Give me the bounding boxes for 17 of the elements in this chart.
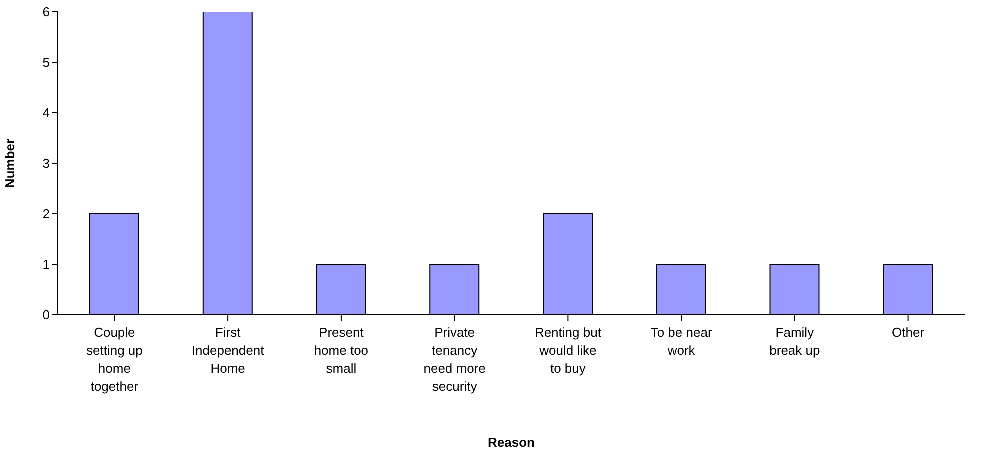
y-tick-label: 5 <box>42 55 50 70</box>
x-tick-label: To be near work <box>650 325 713 358</box>
x-axis-title: Reason <box>488 435 536 450</box>
y-tick-label: 3 <box>42 156 50 172</box>
x-tick-label: Private tenancy need more security <box>424 325 486 394</box>
y-tick-label: 1 <box>42 257 50 272</box>
y-axis-title: Number <box>2 138 18 188</box>
y-tick-label: 6 <box>42 4 50 20</box>
y-tick-label: 0 <box>42 308 50 323</box>
x-tick-label: Couple setting up home together <box>86 325 143 394</box>
x-tick-label: Family break up <box>770 325 820 358</box>
x-tick-label: Other <box>892 325 926 340</box>
y-tick-label: 2 <box>42 206 50 222</box>
y-tick-label: 4 <box>42 106 50 121</box>
x-tick-label: Renting but would like to buy <box>534 325 602 376</box>
x-tick-label: First Independent Home <box>192 325 265 376</box>
x-tick-label: Present home too small <box>314 325 369 376</box>
